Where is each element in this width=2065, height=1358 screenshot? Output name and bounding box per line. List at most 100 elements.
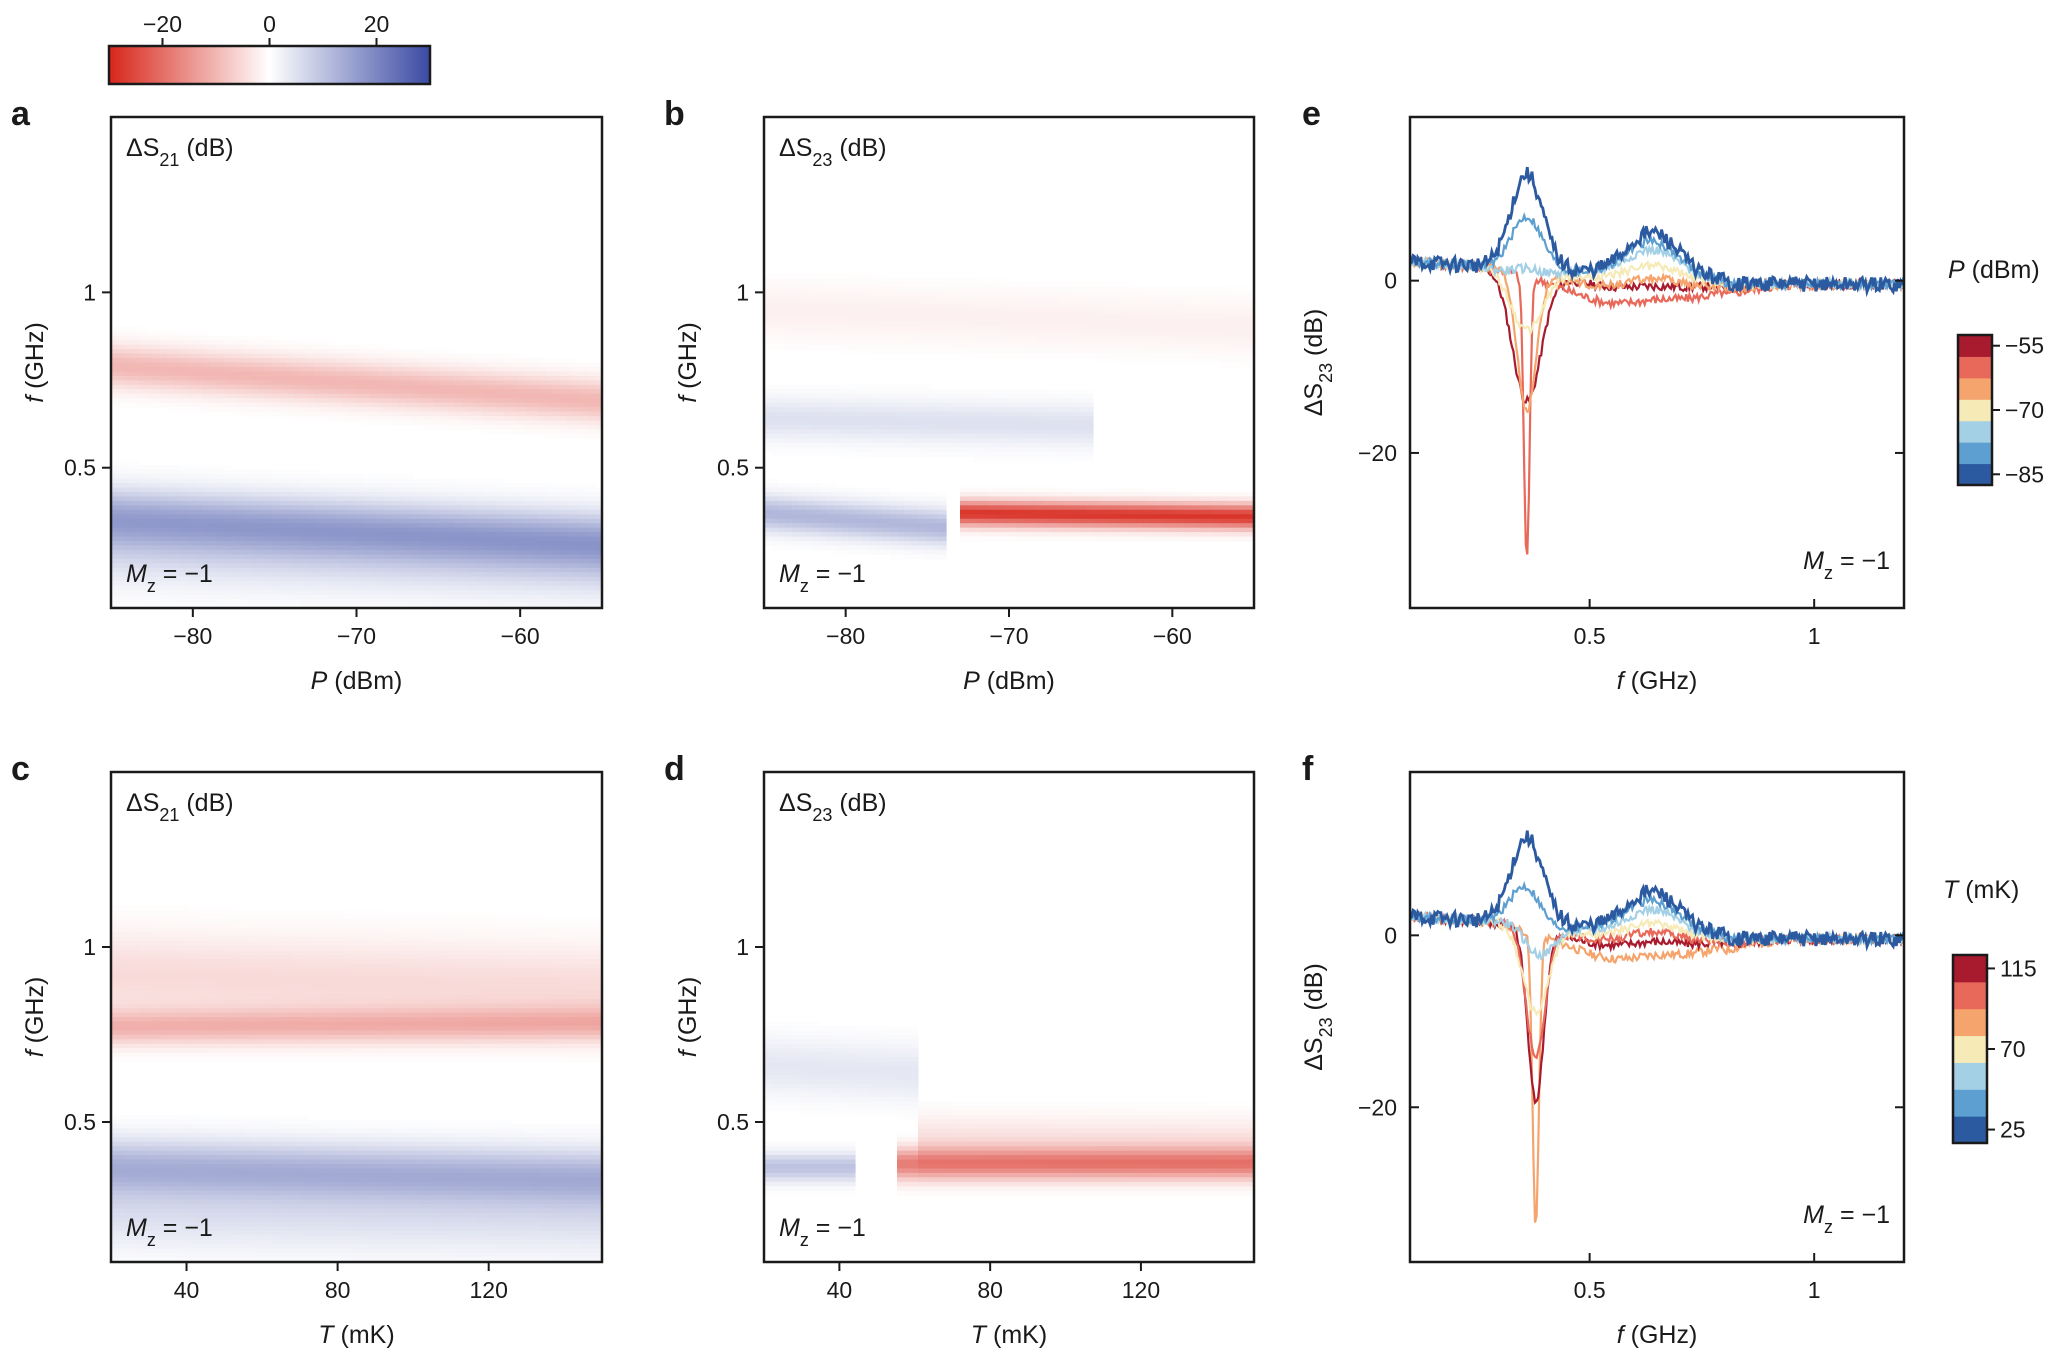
heat-cell bbox=[771, 447, 779, 453]
heat-cell bbox=[496, 541, 505, 547]
heat-cell bbox=[981, 442, 989, 448]
heat-cell bbox=[764, 398, 772, 404]
heat-cell bbox=[496, 603, 505, 609]
heat-cell bbox=[869, 514, 877, 520]
heat-cell bbox=[391, 380, 400, 386]
heat-cell bbox=[447, 349, 456, 355]
heat-cell bbox=[195, 375, 203, 381]
heat-cell bbox=[153, 523, 161, 529]
heat-cell bbox=[559, 375, 568, 381]
heat-cell bbox=[146, 487, 154, 493]
heat-cell bbox=[855, 304, 863, 310]
heat-cell bbox=[538, 514, 547, 520]
heat-cell bbox=[188, 505, 196, 511]
heat-cell bbox=[398, 393, 407, 399]
heat-cell bbox=[995, 340, 1003, 346]
heat-cell bbox=[153, 344, 161, 350]
heat-cell bbox=[545, 424, 554, 431]
heat-cell bbox=[433, 424, 442, 431]
heat-cell bbox=[932, 331, 940, 337]
heat-cell bbox=[939, 402, 947, 408]
heat-cell bbox=[384, 563, 393, 569]
heat-cell bbox=[855, 491, 863, 498]
heat-cell bbox=[785, 509, 793, 515]
heat-cell bbox=[792, 398, 800, 404]
heat-cell bbox=[202, 375, 210, 381]
heat-cell bbox=[433, 371, 442, 377]
heat-cell bbox=[174, 545, 182, 551]
heat-cell bbox=[468, 389, 477, 395]
heat-cell bbox=[153, 474, 161, 480]
heat-cell bbox=[503, 416, 512, 422]
heat-cell bbox=[447, 563, 456, 569]
heat-cell bbox=[855, 532, 863, 538]
heat-cell bbox=[510, 554, 519, 560]
heat-cell bbox=[125, 393, 133, 399]
heat-cell bbox=[132, 576, 140, 582]
heat-cell bbox=[897, 545, 905, 551]
heat-cell bbox=[412, 545, 421, 551]
heat-cell bbox=[265, 576, 273, 582]
heat-cell bbox=[813, 326, 821, 332]
heat-cell bbox=[946, 420, 954, 426]
heat-cell bbox=[883, 344, 891, 350]
heat-cell bbox=[813, 398, 821, 404]
heat-cell bbox=[391, 491, 400, 498]
heat-cell bbox=[785, 407, 793, 413]
heat-cell bbox=[785, 514, 793, 520]
heat-cell bbox=[946, 335, 954, 341]
heat-cell bbox=[897, 295, 905, 301]
heat-cell bbox=[293, 349, 301, 355]
heat-cell bbox=[538, 527, 547, 533]
heat-cell bbox=[181, 509, 189, 515]
heat-cell bbox=[946, 393, 954, 399]
heat-cell bbox=[841, 398, 849, 404]
heat-cell bbox=[468, 563, 477, 569]
heat-cell bbox=[911, 349, 919, 355]
heat-cell bbox=[391, 366, 400, 373]
heat-cell bbox=[799, 300, 807, 306]
heat-cell bbox=[475, 599, 484, 605]
heat-cell bbox=[335, 549, 344, 556]
heat-cell bbox=[265, 407, 273, 413]
heat-cell bbox=[223, 469, 231, 475]
heat-cell bbox=[405, 483, 414, 489]
heat-cell bbox=[209, 523, 217, 529]
heat-cell bbox=[293, 366, 301, 373]
heat-cell bbox=[545, 567, 554, 573]
heat-cell bbox=[813, 523, 821, 529]
heat-cell bbox=[841, 313, 849, 319]
heat-cell bbox=[869, 326, 877, 332]
heat-cell bbox=[967, 438, 975, 444]
heat-cell bbox=[335, 362, 344, 368]
heat-cell bbox=[580, 563, 589, 569]
heat-cell bbox=[552, 407, 561, 413]
heat-cell bbox=[384, 541, 393, 547]
heat-cell bbox=[848, 496, 856, 502]
heat-cell bbox=[503, 549, 512, 556]
heat-cell bbox=[265, 478, 273, 484]
heat-cell bbox=[538, 567, 547, 573]
heat-cell bbox=[995, 282, 1003, 288]
heat-cell bbox=[552, 384, 561, 390]
heat-cell bbox=[995, 518, 1003, 524]
heat-cell bbox=[188, 496, 196, 502]
heat-cell bbox=[314, 349, 323, 355]
heat-cell bbox=[188, 509, 196, 515]
heat-cell bbox=[216, 469, 224, 475]
heat-cell bbox=[841, 326, 849, 332]
heat-cell bbox=[118, 478, 126, 484]
heat-cell bbox=[258, 344, 266, 350]
heat-cell bbox=[146, 509, 154, 515]
heat-cell bbox=[342, 349, 351, 355]
heat-cell bbox=[426, 594, 435, 600]
heat-cell bbox=[321, 358, 330, 364]
heat-cell bbox=[111, 483, 119, 489]
heat-cell bbox=[251, 549, 259, 556]
heat-cell bbox=[440, 514, 449, 520]
heat-cell bbox=[918, 295, 926, 301]
heat-cell bbox=[370, 514, 379, 520]
heat-cell bbox=[496, 389, 505, 395]
heat-cell bbox=[953, 277, 961, 283]
heat-cell bbox=[974, 438, 982, 444]
